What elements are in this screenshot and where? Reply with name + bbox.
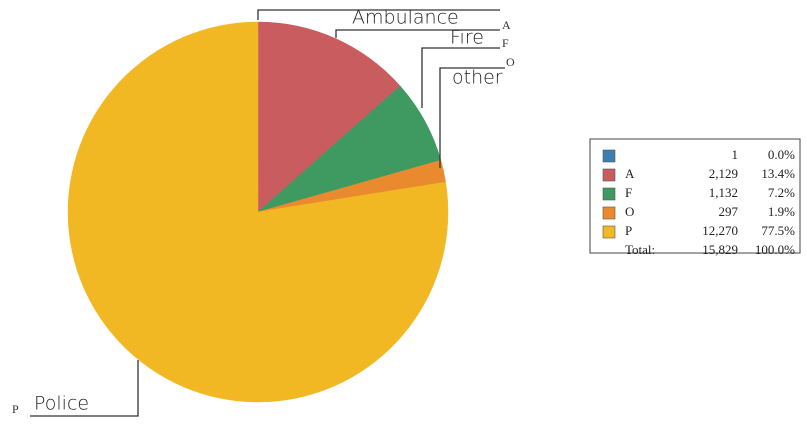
slice-label: O (506, 55, 515, 69)
legend-count: 12,270 (702, 223, 738, 238)
leader-line (335, 29, 500, 38)
annotation: other (452, 67, 503, 89)
legend-swatch (602, 206, 616, 220)
legend-swatch (602, 168, 616, 182)
legend-label: O (625, 204, 634, 219)
leader-line (30, 360, 139, 417)
legend-swatch (602, 149, 616, 163)
legend-count: 2,129 (709, 166, 738, 181)
legend-count: 297 (719, 204, 739, 219)
leader-line (421, 47, 500, 108)
legend-label: F (625, 185, 632, 200)
legend-percent: 7.2% (768, 185, 795, 200)
legend-percent: 13.4% (761, 166, 795, 181)
pie (67, 21, 449, 403)
slice-label: P (12, 402, 19, 416)
annotation: Police (34, 393, 89, 415)
legend: 1 0.0% A 2,129 13.4% F 1,132 7.2% O 297 1.9% P 12,27… (602, 147, 795, 257)
total-count: 15,829 (702, 242, 738, 257)
legend-swatch (602, 225, 616, 239)
legend-percent: 1.9% (768, 204, 795, 219)
total-percent: 100.0% (755, 242, 795, 257)
legend-label: A (625, 166, 635, 181)
slice-label: F (502, 36, 509, 50)
legend-box (589, 138, 801, 254)
pie-slice (67, 21, 449, 403)
legend-count: 1 (732, 147, 739, 162)
legend-swatch (602, 187, 616, 201)
legend-label: P (625, 223, 632, 238)
pie-slice (257, 21, 401, 213)
annotation: Ambulance (352, 7, 459, 29)
legend-percent: 77.5% (761, 223, 795, 238)
annotation: Fire (450, 27, 484, 49)
leader-line (257, 9, 500, 20)
total-label: Total: (625, 242, 655, 257)
slice-label: A (502, 18, 511, 32)
legend-count: 1,132 (709, 185, 738, 200)
legend-percent: 0.0% (768, 147, 795, 162)
leader-line (439, 67, 505, 168)
